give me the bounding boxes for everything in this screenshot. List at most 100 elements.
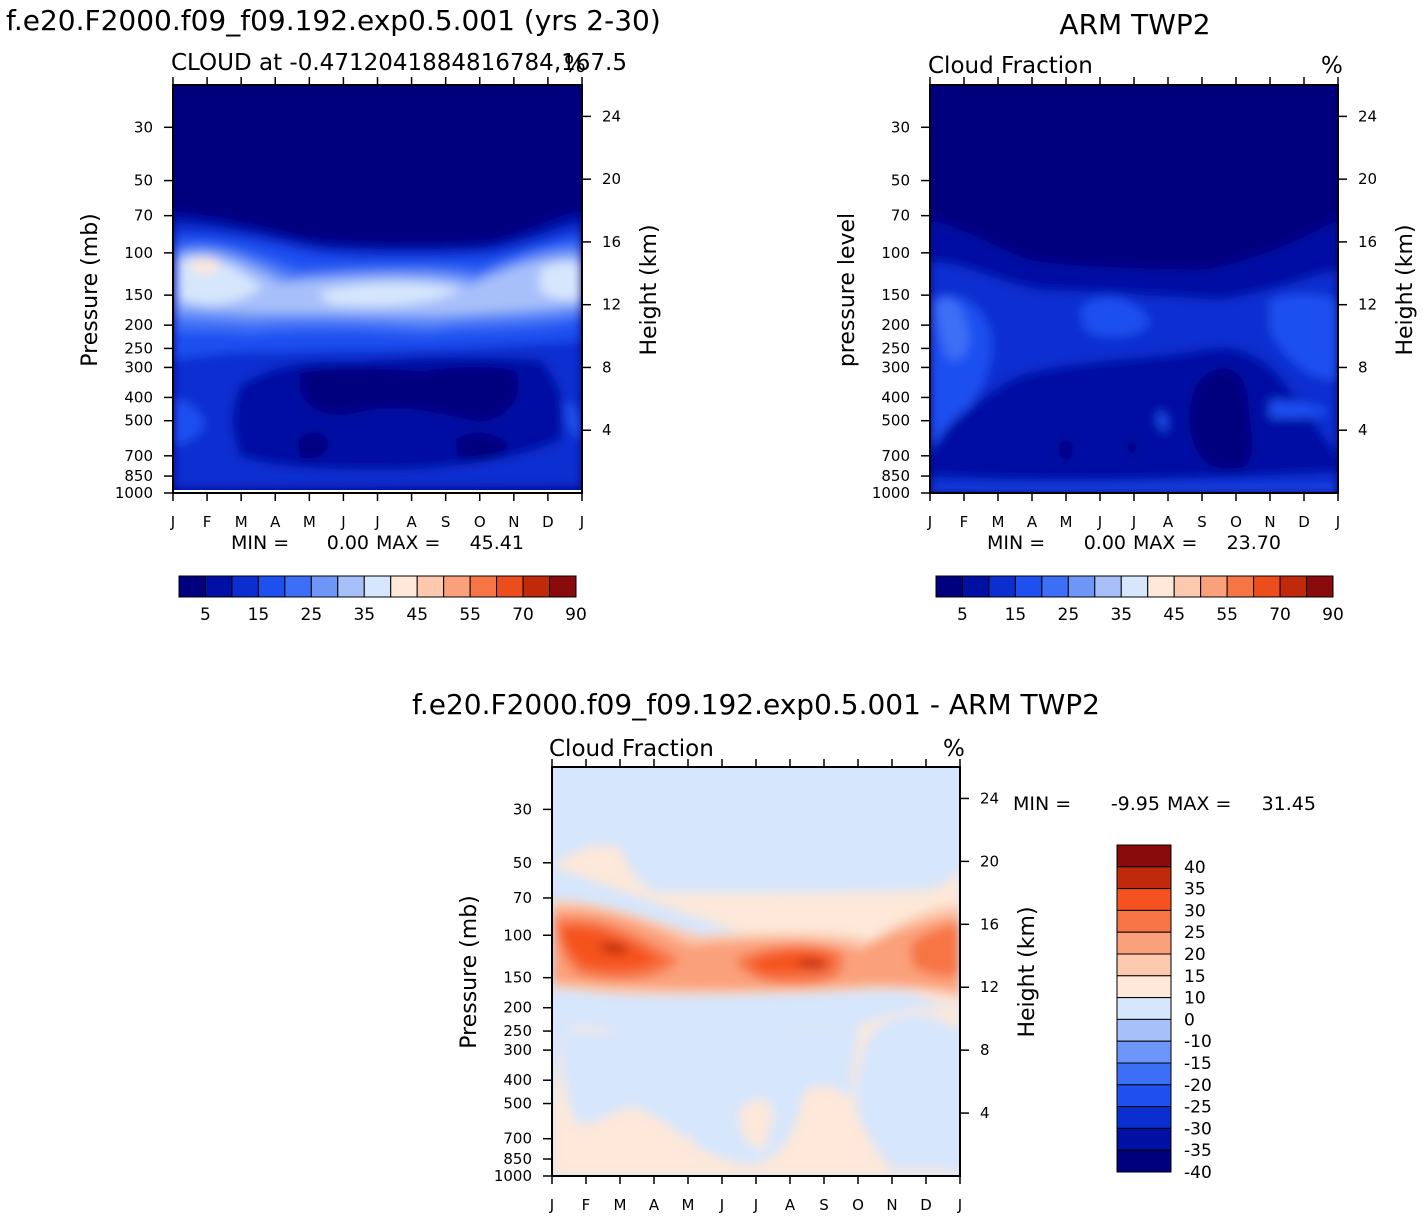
colorbar-label: 5	[957, 605, 968, 625]
pressure-tick-label: 400	[124, 388, 153, 406]
pressure-tick-label: 700	[881, 447, 910, 465]
colorbar-swatch	[257, 575, 286, 598]
colorbar-label: 70	[1269, 605, 1291, 625]
x-tick-label: F	[960, 513, 969, 531]
x-tick-label: S	[441, 513, 451, 531]
colorbar-label: -20	[1184, 1076, 1212, 1096]
colorbar-swatch	[363, 575, 392, 598]
height-tick-label: 20	[980, 852, 999, 870]
x-tick-label: M	[992, 513, 1005, 531]
colorbar-label: -35	[1184, 1141, 1212, 1161]
panel-model-title: f.e20.F2000.f09_f09.192.exp0.5.001 (yrs …	[6, 4, 661, 37]
height-tick-label: 12	[980, 978, 999, 996]
colorbar-swatch	[1041, 575, 1069, 598]
x-tick-label: J	[170, 513, 175, 531]
colorbar-label: -25	[1184, 1098, 1212, 1118]
colorbar-model: 5 15 25 35 45 55 70 90	[178, 575, 587, 625]
colorbar-label: 90	[565, 605, 587, 625]
pressure-tick-label: 300	[881, 358, 910, 376]
ylabel-left-model: Pressure (mb)	[78, 213, 103, 367]
panel-diff-title: f.e20.F2000.f09_f09.192.exp0.5.001 - ARM…	[412, 688, 1100, 721]
contour-field-diff	[552, 767, 960, 1176]
height-tick-label: 12	[602, 296, 621, 314]
pressure-tick-label: 500	[124, 412, 153, 430]
height-tick-label: 16	[1358, 233, 1377, 251]
panel-model: f.e20.F2000.f09_f09.192.exp0.5.001 (yrs …	[6, 4, 662, 625]
colorbar-swatch	[1116, 953, 1172, 977]
x-tick-label: M	[303, 513, 316, 531]
pressure-tick-label: 100	[881, 244, 910, 262]
colorbar-label: 35	[353, 605, 375, 625]
x-tick-label: N	[1264, 513, 1275, 531]
colorbar-label: -30	[1184, 1119, 1212, 1139]
colorbar-label: 40	[1184, 858, 1206, 878]
colorbar-swatch	[310, 575, 339, 598]
colorbar-swatch	[469, 575, 498, 598]
x-tick-label: J	[1131, 513, 1136, 531]
stat-min-label-obs: MIN =	[987, 532, 1045, 554]
pressure-tick-label: 30	[134, 118, 153, 136]
colorbar-label: 45	[1163, 605, 1185, 625]
contour-field-obs	[930, 85, 1338, 493]
pressure-tick-label: 150	[503, 969, 532, 987]
pressure-tick-label: 70	[891, 207, 910, 225]
x-tick-label: S	[1197, 513, 1207, 531]
pressure-tick-label: 400	[881, 388, 910, 406]
x-tick-label: M	[614, 1196, 627, 1214]
x-tick-label: N	[886, 1196, 897, 1214]
pressure-tick-label: 1000	[494, 1167, 532, 1185]
colorbar-swatch	[988, 575, 1016, 598]
colorbar-swatch	[204, 575, 233, 598]
ylabel-right-diff: Height (km)	[1015, 906, 1040, 1037]
pressure-tick-label: 400	[503, 1071, 532, 1089]
colorbar-swatch	[1116, 888, 1172, 911]
pressure-tick-label: 100	[124, 244, 153, 262]
colorbar-swatch	[1226, 575, 1255, 598]
pressure-tick-label: 30	[513, 800, 532, 818]
x-tick-label: J	[579, 513, 584, 531]
height-tick-label: 24	[1358, 107, 1377, 125]
colorbar-swatch	[416, 575, 445, 598]
colorbar-label: 20	[1184, 945, 1206, 965]
pressure-tick-label: 700	[124, 447, 153, 465]
x-tick-label: J	[719, 1196, 724, 1214]
pressure-tick-label: 1000	[115, 484, 153, 502]
pressure-tick-label: 700	[503, 1130, 532, 1148]
x-tick-label: O	[474, 513, 486, 531]
colorbar-label: 5	[200, 605, 211, 625]
height-tick-label: 24	[602, 107, 621, 125]
colorbar-swatch	[1116, 1127, 1172, 1151]
x-tick-label: A	[270, 513, 281, 531]
stat-max-value-model: 45.41	[470, 532, 524, 554]
x-tick-label: J	[549, 1196, 554, 1214]
panel-diff: f.e20.F2000.f09_f09.192.exp0.5.001 - ARM…	[412, 688, 1316, 1214]
colorbar-label: 90	[1322, 605, 1344, 625]
colorbar-swatch	[1116, 931, 1172, 955]
colorbar-swatch	[1116, 975, 1172, 999]
x-tick-label: J	[374, 513, 379, 531]
height-tick-label: 4	[1358, 421, 1368, 439]
height-tick-label: 20	[602, 170, 621, 188]
colorbar-label: 10	[1184, 989, 1206, 1009]
pressure-tick-label: 70	[513, 889, 532, 907]
x-tick-label: J	[1335, 513, 1340, 531]
colorbar-label: 30	[1184, 901, 1206, 921]
colorbar-swatch	[1094, 575, 1122, 598]
colorbar-label: -15	[1184, 1054, 1212, 1074]
colorbar-label: 25	[1058, 605, 1080, 625]
colorbar-swatch	[1120, 575, 1149, 598]
colorbar-swatch	[1116, 1062, 1172, 1086]
x-tick-label: A	[649, 1196, 660, 1214]
stat-max-label-obs: MAX =	[1133, 532, 1197, 554]
pressure-tick-label: 500	[881, 412, 910, 430]
ylabel-right-model: Height (km)	[637, 224, 662, 355]
panel-model-units: %	[564, 52, 586, 78]
pressure-tick-label: 50	[891, 172, 910, 190]
x-tick-label: D	[920, 1196, 932, 1214]
colorbar-swatch	[1200, 575, 1228, 598]
colorbar-swatch	[1173, 575, 1202, 598]
pressure-tick-label: 850	[503, 1150, 532, 1168]
pressure-tick-label: 850	[124, 467, 153, 485]
x-tick-label: J	[753, 1196, 758, 1214]
